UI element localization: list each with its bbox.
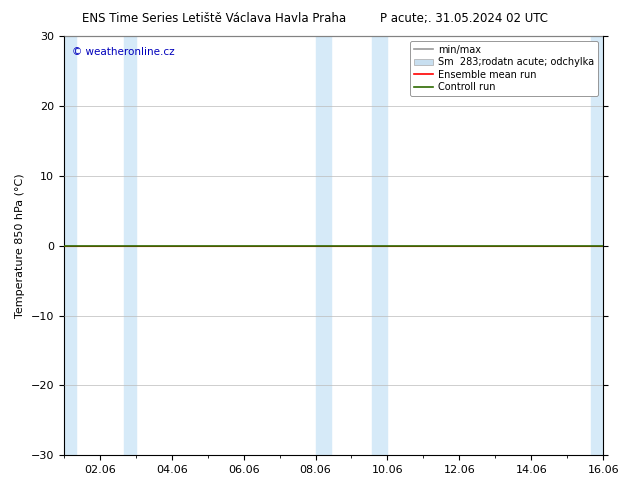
Text: P acute;. 31.05.2024 02 UTC: P acute;. 31.05.2024 02 UTC [380, 12, 548, 25]
Bar [372, 36, 387, 455]
Bar [64, 36, 75, 455]
Text: © weatheronline.cz: © weatheronline.cz [72, 47, 174, 57]
Text: ENS Time Series Letiště Václava Havla Praha: ENS Time Series Letiště Václava Havla Pr… [82, 12, 347, 25]
Bar [316, 36, 330, 455]
Legend: min/max, Sm  283;rodatn acute; odchylka, Ensemble mean run, Controll run: min/max, Sm 283;rodatn acute; odchylka, … [410, 41, 598, 96]
Bar [124, 36, 136, 455]
Bar [592, 36, 603, 455]
Y-axis label: Temperature 850 hPa (°C): Temperature 850 hPa (°C) [15, 173, 25, 318]
